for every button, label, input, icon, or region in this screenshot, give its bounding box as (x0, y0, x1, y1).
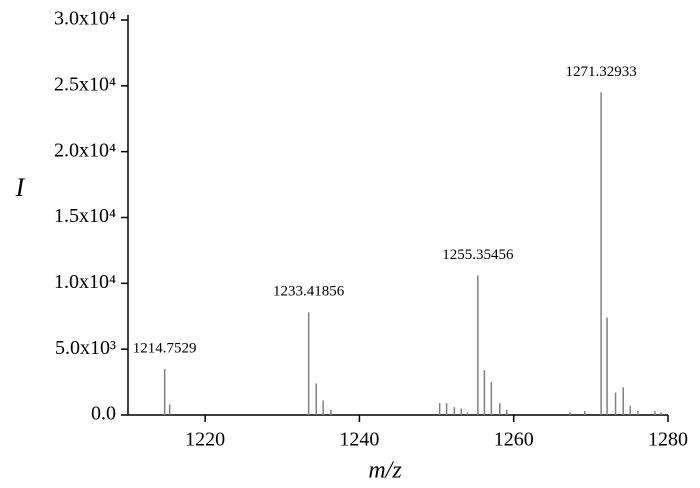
y-tick-label: 1.5x10⁴ (54, 205, 116, 227)
peak-label: 1233.41856 (273, 284, 345, 300)
x-tick-label: 1220 (185, 429, 225, 451)
x-axis-label: m/z (368, 458, 402, 484)
y-tick-label: 3.0x10⁴ (54, 8, 116, 30)
y-tick-label: 2.0x10⁴ (54, 139, 116, 161)
peak-label: 1214.7529 (133, 340, 197, 356)
peak-label: 1255.35456 (442, 247, 514, 263)
peak-label: 1271.32933 (565, 64, 636, 80)
y-tick-label: 1.0x10⁴ (54, 271, 116, 293)
y-tick-label: 5.0x10³ (55, 337, 116, 359)
y-tick-label: 0.0 (91, 403, 116, 425)
x-tick-label: 1280 (648, 429, 688, 451)
x-tick-label: 1260 (494, 429, 534, 451)
y-axis-label: I (15, 173, 26, 202)
y-tick-label: 2.5x10⁴ (54, 73, 116, 95)
x-tick-label: 1240 (339, 429, 379, 451)
